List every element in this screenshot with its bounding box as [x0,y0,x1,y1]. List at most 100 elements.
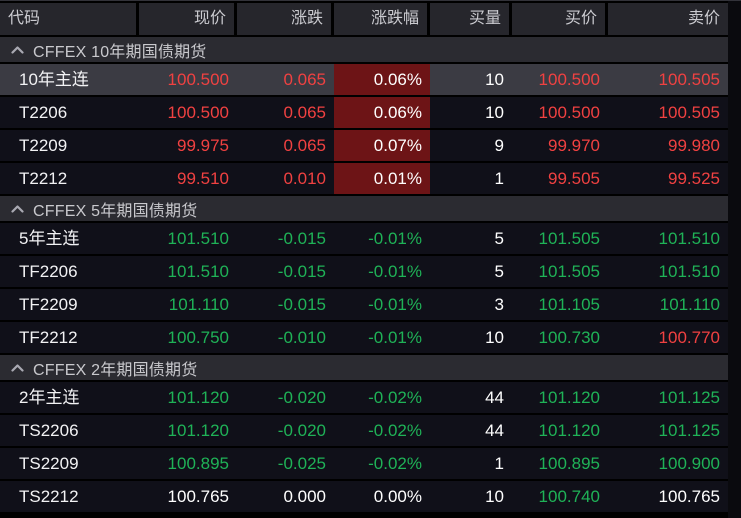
cell-change-pct: -0.01% [368,295,422,314]
cell-price: 101.510 [167,262,229,281]
col-header-price[interactable]: 现价 [139,3,234,35]
col-header-ask-price[interactable]: 卖价 [608,3,728,35]
cell-price: 100.500 [167,70,229,89]
cell-price: 99.510 [177,169,229,188]
cell-change: -0.015 [277,229,326,248]
cell-code: TF2209 [19,295,78,314]
quote-row[interactable]: T2212 99.510 0.010 0.01% 1 99.505 99.525 [0,163,728,194]
group-header[interactable]: CFFEX 10年期国债期货 [0,37,728,62]
quote-row[interactable]: T2209 99.975 0.065 0.07% 9 99.970 99.980 [0,130,728,161]
column-header-row: 代码 现价 涨跌 涨跌幅 买量 买价 卖价 [0,1,728,35]
col-header-change[interactable]: 涨跌 [237,3,331,35]
cell-change: 0.065 [283,103,326,122]
cell-change-pct: 0.06% [334,97,430,128]
cell-bid-price: 100.500 [538,70,600,89]
cell-bid-price: 101.120 [538,388,600,407]
quote-row[interactable]: 2年主连 101.120 -0.020 -0.02% 44 101.120 101.125 [0,382,728,413]
cell-code: T2209 [19,136,68,155]
cell-bid-volume: 44 [485,388,504,407]
cell-bid-volume: 10 [485,70,504,89]
cell-bid-volume: 3 [494,295,504,314]
cell-code: TF2212 [19,328,78,347]
cell-bid-volume: 10 [485,103,504,122]
cell-ask-price: 100.765 [658,487,720,506]
cell-code: 2年主连 [19,388,80,407]
group-label: CFFEX 2年期国债期货 [33,361,198,379]
cell-price: 100.765 [167,487,229,506]
cell-change: 0.010 [283,169,326,188]
cell-change-pct: -0.01% [368,328,422,347]
cell-change: -0.015 [277,262,326,281]
cell-ask-price: 100.770 [658,328,720,347]
cell-bid-price: 100.730 [538,328,600,347]
cell-price: 100.895 [167,454,229,473]
cell-bid-volume: 5 [494,262,504,281]
quote-row[interactable]: 5年主连 101.510 -0.015 -0.01% 5 101.505 101.510 [0,223,728,254]
chevron-up-icon [11,363,24,372]
cell-ask-price: 100.505 [658,70,720,89]
cell-bid-price: 100.500 [538,103,600,122]
cell-code: 5年主连 [19,229,80,248]
cell-bid-price: 101.505 [538,229,600,248]
col-header-bid-volume[interactable]: 买量 [430,3,509,35]
cell-change: -0.015 [277,295,326,314]
quote-row[interactable]: TS2209 100.895 -0.025 -0.02% 1 100.895 100.900 [0,448,728,479]
group-header[interactable]: CFFEX 2年期国债期货 [0,355,728,380]
cell-change-pct: 0.00% [373,487,422,506]
cell-ask-price: 100.900 [658,454,720,473]
cell-price: 101.120 [167,388,229,407]
cell-ask-price: 99.525 [668,169,720,188]
quote-row[interactable]: 10年主连 100.500 0.065 0.06% 10 100.500 100.505 [0,64,728,95]
cell-price: 100.750 [167,328,229,347]
cell-change-pct: -0.01% [368,229,422,248]
cell-bid-volume: 10 [485,487,504,506]
quote-row[interactable]: TS2206 101.120 -0.020 -0.02% 44 101.120 101.12… [0,415,728,446]
cell-bid-price: 101.505 [538,262,600,281]
quote-row[interactable]: TS2212 100.765 0.000 0.00% 10 100.740 100.765 [0,481,728,512]
cell-change: 0.000 [283,487,326,506]
col-header-code[interactable]: 代码 [0,3,136,35]
quote-row[interactable]: TF2206 101.510 -0.015 -0.01% 5 101.505 101.510 [0,256,728,287]
cell-ask-price: 101.110 [659,295,720,314]
cell-price: 101.120 [167,421,229,440]
cell-ask-price: 101.125 [658,421,720,440]
cell-bid-volume: 5 [494,229,504,248]
cell-ask-price: 101.125 [658,388,720,407]
quote-row[interactable]: TF2212 100.750 -0.010 -0.01% 10 100.730 100.77… [0,322,728,353]
cell-code: T2206 [19,103,68,122]
cell-change-pct: -0.02% [368,454,422,473]
scrollbar-track[interactable] [728,1,741,518]
cell-change-pct: -0.01% [368,262,422,281]
cell-change-pct: -0.02% [368,388,422,407]
cell-change-pct: -0.02% [368,421,422,440]
quote-table: 代码 现价 涨跌 涨跌幅 买量 买价 卖价 CFFEX 10年期国债期货 10年主… [0,1,728,514]
chevron-up-icon [11,204,24,213]
cell-bid-price: 100.740 [538,487,600,506]
cell-bid-volume: 10 [485,328,504,347]
cell-price: 99.975 [177,136,229,155]
col-header-bid-price[interactable]: 买价 [512,3,605,35]
cell-bid-price: 101.120 [538,421,600,440]
cell-change: 0.065 [283,70,326,89]
cell-price: 101.510 [167,229,229,248]
chevron-up-icon [11,45,24,54]
cell-code: TS2209 [19,454,79,473]
col-header-change-pct[interactable]: 涨跌幅 [334,3,427,35]
cell-change: -0.025 [277,454,326,473]
cell-bid-price: 100.895 [538,454,600,473]
cell-bid-price: 99.970 [548,136,600,155]
cell-change: -0.010 [277,328,326,347]
cell-code: TS2206 [19,421,79,440]
cell-code: TF2206 [19,262,78,281]
group-label: CFFEX 10年期国债期货 [33,43,207,61]
cell-change-pct: 0.06% [334,64,430,95]
group-header[interactable]: CFFEX 5年期国债期货 [0,196,728,221]
cell-bid-volume: 1 [494,454,504,473]
quote-row[interactable]: T2206 100.500 0.065 0.06% 10 100.500 100.505 [0,97,728,128]
quote-rows-container: CFFEX 10年期国债期货 10年主连 100.500 0.065 0.06% 10 10… [0,37,728,512]
cell-change-pct: 0.07% [334,130,430,161]
quote-row[interactable]: TF2209 101.110 -0.015 -0.01% 3 101.105 101.110 [0,289,728,320]
group-label: CFFEX 5年期国债期货 [33,202,198,220]
cell-bid-price: 99.505 [548,169,600,188]
